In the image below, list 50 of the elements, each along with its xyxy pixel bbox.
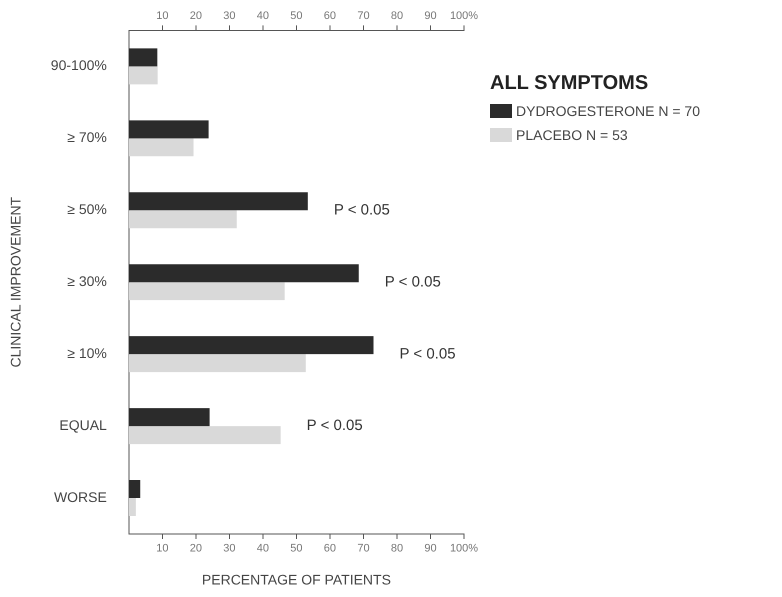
y-tick-label: EQUAL	[59, 416, 108, 433]
x2-tick-label: 60	[324, 542, 336, 555]
bar	[128, 192, 308, 210]
bar	[128, 408, 210, 426]
bar	[128, 66, 158, 84]
bar	[128, 264, 359, 282]
x-tick-label: 30	[223, 10, 236, 22]
x-tick-label: 70	[357, 10, 370, 22]
x-tick-label: 100%	[450, 10, 478, 22]
x-tick-label: 90	[424, 10, 437, 22]
bar	[128, 120, 209, 138]
y-tick-label: ≥ 70%	[67, 129, 107, 146]
y-tick-label: 90-100%	[50, 57, 107, 74]
x-tick-label: 80	[390, 10, 404, 22]
x2-tick-label: 30	[223, 542, 236, 555]
x2-tick-label: 70	[357, 542, 370, 555]
x-tick-label: 60	[324, 10, 336, 22]
x-tick-label: 50	[290, 10, 303, 22]
legend-label: PLACEBO N = 53	[516, 127, 628, 143]
annotation: P < 0.05	[384, 273, 441, 290]
x-tick-label: 40	[256, 10, 270, 22]
x-axis-title: PERCENTAGE OF PATIENTS	[202, 571, 391, 588]
legend-label: DYDROGESTERONE N = 70	[516, 103, 700, 119]
bar	[128, 426, 281, 444]
bar	[128, 498, 136, 516]
bar	[128, 48, 158, 66]
bar	[128, 480, 140, 498]
y-tick-label: ≥ 30%	[67, 273, 107, 290]
y-tick-label: WORSE	[54, 488, 107, 505]
x-tick-label: 10	[156, 10, 168, 22]
bar	[128, 336, 374, 354]
y-tick-label: ≥ 10%	[67, 345, 107, 361]
x2-tick-label: 40	[256, 542, 270, 555]
x2-tick-label: 50	[290, 542, 303, 555]
annotation: P < 0.05	[334, 201, 390, 218]
text: ALL SYMPTOMS	[490, 72, 650, 95]
x2-tick-label: 10	[156, 542, 168, 555]
annotation: P < 0.05	[306, 417, 363, 434]
annotation: P < 0.05	[400, 345, 456, 362]
bar	[128, 282, 285, 300]
x2-tick-label: 80	[390, 542, 404, 555]
bar	[128, 210, 237, 228]
y-tick-label: ≥ 50%	[67, 201, 107, 218]
x2-tick-label: 100%	[450, 542, 478, 555]
bar	[128, 354, 306, 372]
x-tick-label: 20	[190, 10, 202, 22]
bar	[128, 138, 194, 156]
x2-tick-label: 90	[424, 542, 437, 555]
y-axis-title: CLINICAL IMPROVEMENT	[7, 196, 24, 368]
x2-tick-label: 20	[190, 542, 202, 555]
